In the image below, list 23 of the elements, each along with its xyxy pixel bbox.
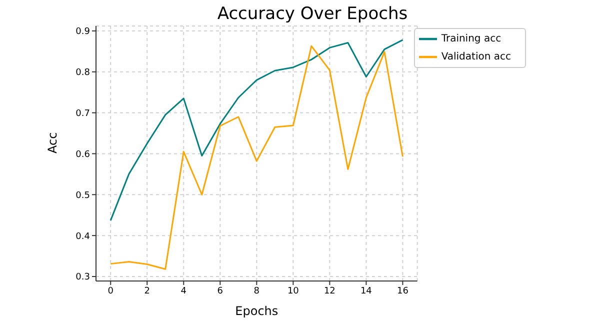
x-tick-label: 0 bbox=[108, 286, 114, 296]
x-tick-label: 16 bbox=[396, 286, 409, 296]
line-series bbox=[110, 45, 404, 270]
y-tick-label: 0.4 bbox=[76, 232, 90, 242]
line-series bbox=[110, 39, 404, 222]
y-axis-title: Acc bbox=[45, 132, 60, 154]
x-tick-label: 10 bbox=[287, 286, 300, 296]
x-tick-label: 6 bbox=[217, 286, 224, 296]
x-tick-label: 14 bbox=[360, 286, 372, 296]
y-tick-label: 0.8 bbox=[76, 68, 90, 78]
y-tick-label: 0.6 bbox=[76, 150, 90, 160]
x-tick-label: 2 bbox=[144, 286, 150, 296]
x-tick-label: 12 bbox=[324, 286, 336, 296]
y-tick-label: 0.5 bbox=[76, 190, 90, 201]
legend-label: Validation acc bbox=[441, 52, 511, 63]
y-tick-label: 0.3 bbox=[76, 272, 90, 283]
x-tick-label: 8 bbox=[254, 286, 260, 296]
legend-label: Training acc bbox=[441, 34, 502, 45]
x-tick-label: 4 bbox=[180, 286, 187, 296]
y-tick-label: 0.9 bbox=[76, 27, 90, 38]
y-tick-label: 0.7 bbox=[76, 108, 90, 119]
x-axis-title: Epochs bbox=[235, 304, 278, 318]
chart-title: Accuracy Over Epochs bbox=[216, 4, 409, 24]
